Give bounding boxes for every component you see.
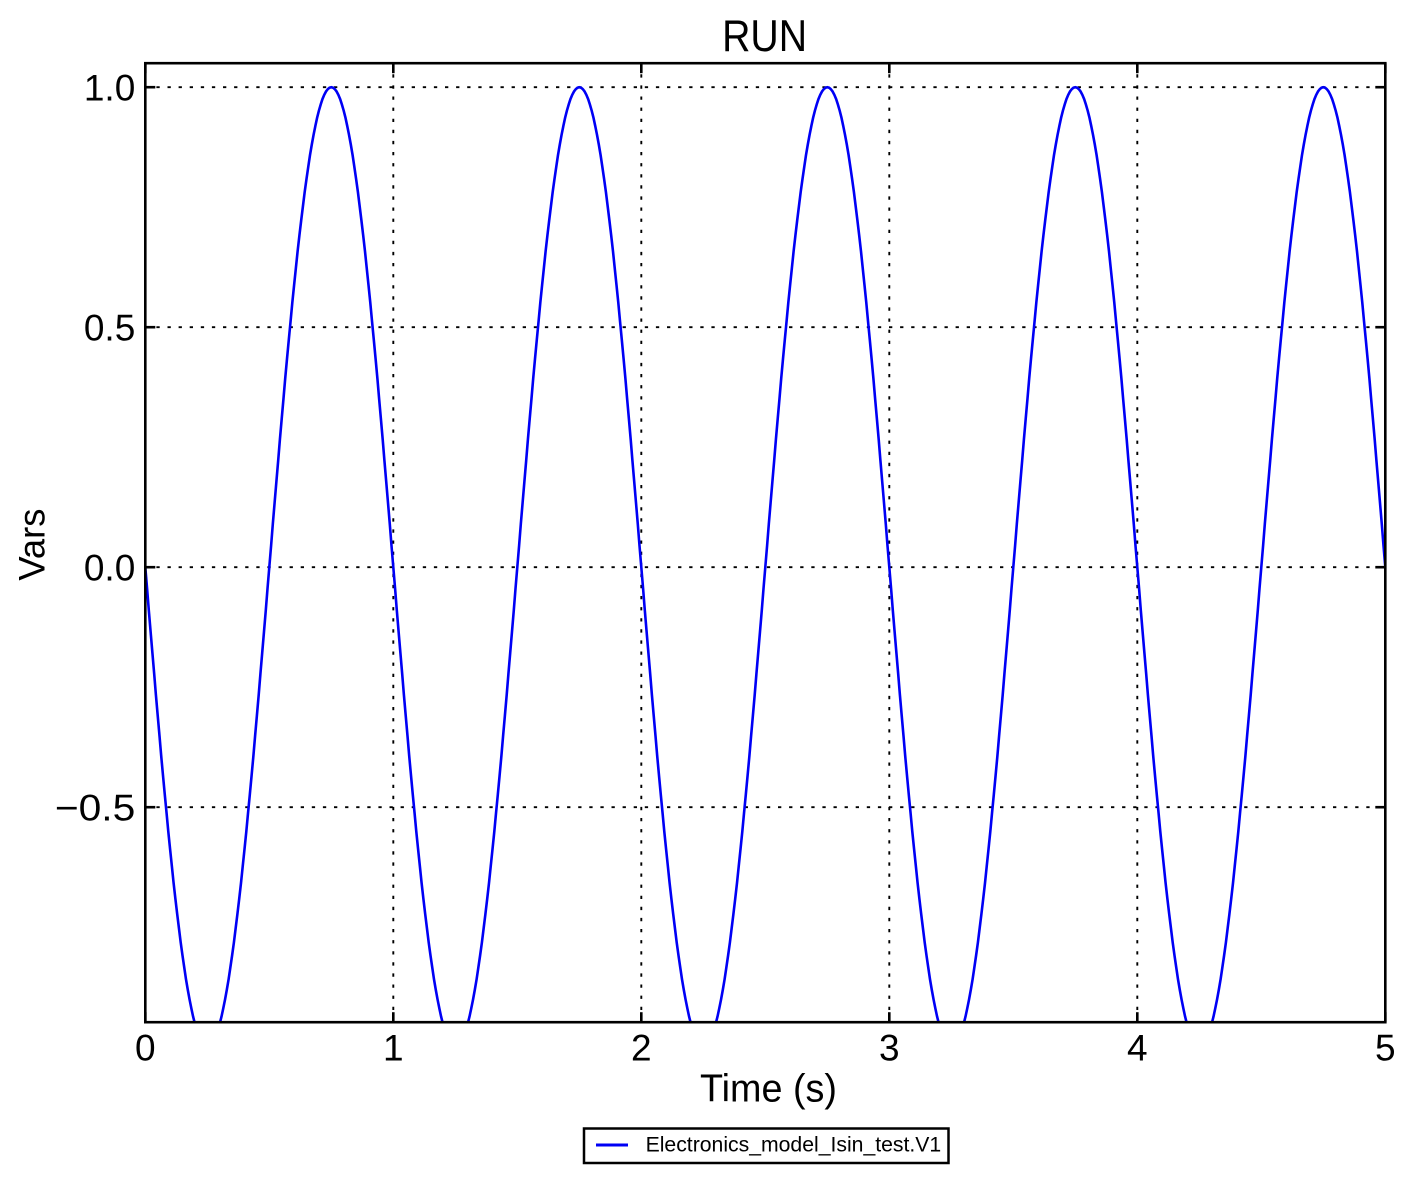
svg-text:3: 3 [879,1028,900,1069]
svg-text:0.5: 0.5 [84,308,135,349]
svg-text:RUN: RUN [722,12,807,61]
svg-text:1.0: 1.0 [84,68,135,109]
svg-text:2: 2 [631,1028,652,1069]
svg-text:1: 1 [383,1028,404,1069]
svg-text:Vars: Vars [10,509,52,581]
svg-text:−0.5: −0.5 [55,788,136,829]
svg-text:0: 0 [135,1028,156,1069]
svg-text:Time (s): Time (s) [700,1067,837,1110]
svg-text:Electronics_model_Isin_test.V1: Electronics_model_Isin_test.V1 [646,1134,942,1157]
svg-text:5: 5 [1375,1028,1396,1069]
svg-text:0.0: 0.0 [84,548,135,589]
svg-text:4: 4 [1127,1028,1148,1069]
